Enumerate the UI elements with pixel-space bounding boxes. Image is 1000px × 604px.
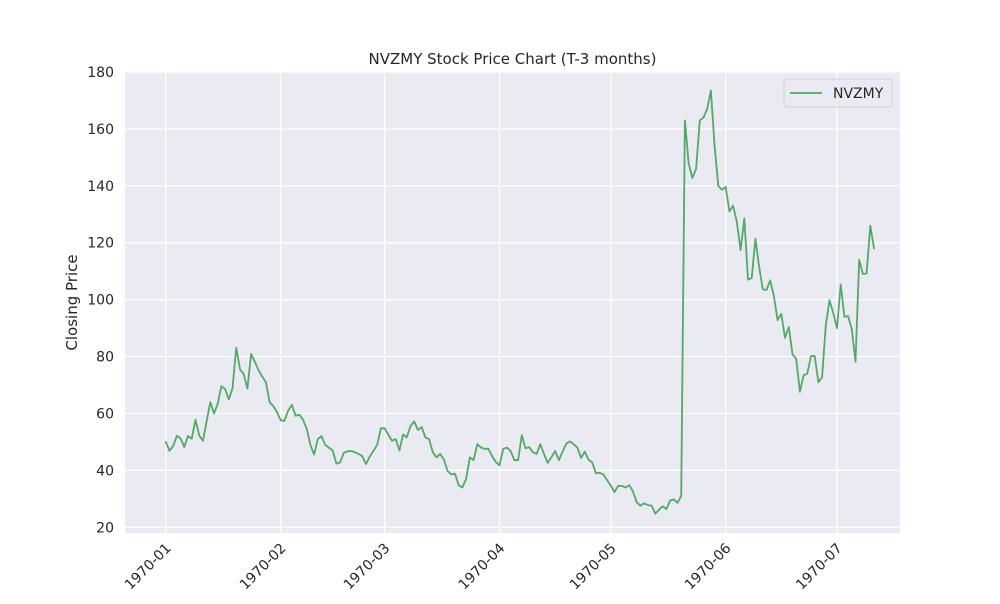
legend: NVZMY	[783, 78, 893, 108]
y-tick-label: 120	[87, 236, 114, 252]
y-tick-label: 100	[87, 293, 114, 309]
x-tick-label: 1970-01	[122, 541, 175, 594]
series-layer	[164, 89, 875, 515]
y-tick-label: 140	[87, 179, 114, 195]
x-tick-label: 1970-06	[682, 540, 735, 593]
x-tick-label: 1970-05	[567, 541, 620, 594]
legend-box	[783, 78, 893, 108]
grid-lines	[125, 71, 900, 533]
plot-background	[125, 72, 900, 533]
x-tick-label: 1970-04	[456, 540, 509, 593]
chart-title: NVZMY Stock Price Chart (T-3 months)	[369, 50, 657, 68]
y-tick-label: 180	[87, 65, 114, 81]
y-tick-label: 60	[96, 406, 114, 422]
y-tick-label: 160	[87, 122, 114, 138]
x-tick-label: 1970-07	[793, 541, 846, 594]
y-tick-label: 40	[96, 463, 114, 479]
y-tick-label: 80	[96, 350, 114, 366]
x-tick-label: 1970-02	[237, 541, 290, 594]
y-axis-label: Closing Price	[63, 254, 81, 350]
x-tick-label: 1970-03	[341, 541, 394, 594]
legend-label-nvzmy: NVZMY	[833, 86, 884, 102]
series-line-nvzmy	[164, 89, 875, 515]
y-tick-label: 20	[96, 520, 114, 536]
